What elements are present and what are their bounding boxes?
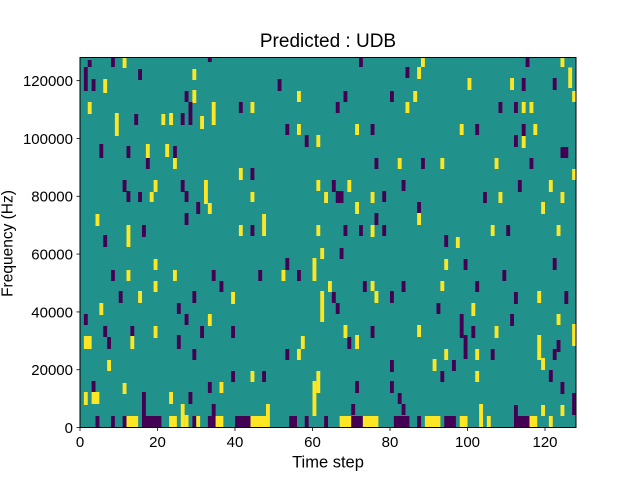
- svg-text:Predicted : UDB: Predicted : UDB: [260, 31, 396, 52]
- svg-text:0: 0: [76, 434, 84, 451]
- svg-text:0: 0: [65, 420, 73, 437]
- svg-text:100000: 100000: [23, 131, 73, 148]
- svg-text:60: 60: [304, 434, 321, 451]
- svg-text:120000: 120000: [23, 73, 73, 90]
- svg-text:100: 100: [455, 434, 480, 451]
- svg-text:Frequency (Hz): Frequency (Hz): [0, 190, 17, 297]
- svg-text:40: 40: [227, 434, 244, 451]
- svg-text:60000: 60000: [31, 247, 73, 264]
- svg-text:120: 120: [532, 434, 557, 451]
- svg-text:80000: 80000: [31, 189, 73, 206]
- svg-text:40000: 40000: [31, 304, 73, 321]
- svg-text:Time step: Time step: [292, 454, 364, 472]
- svg-text:80: 80: [382, 434, 399, 451]
- svg-text:20000: 20000: [31, 362, 73, 379]
- svg-text:20: 20: [149, 434, 166, 451]
